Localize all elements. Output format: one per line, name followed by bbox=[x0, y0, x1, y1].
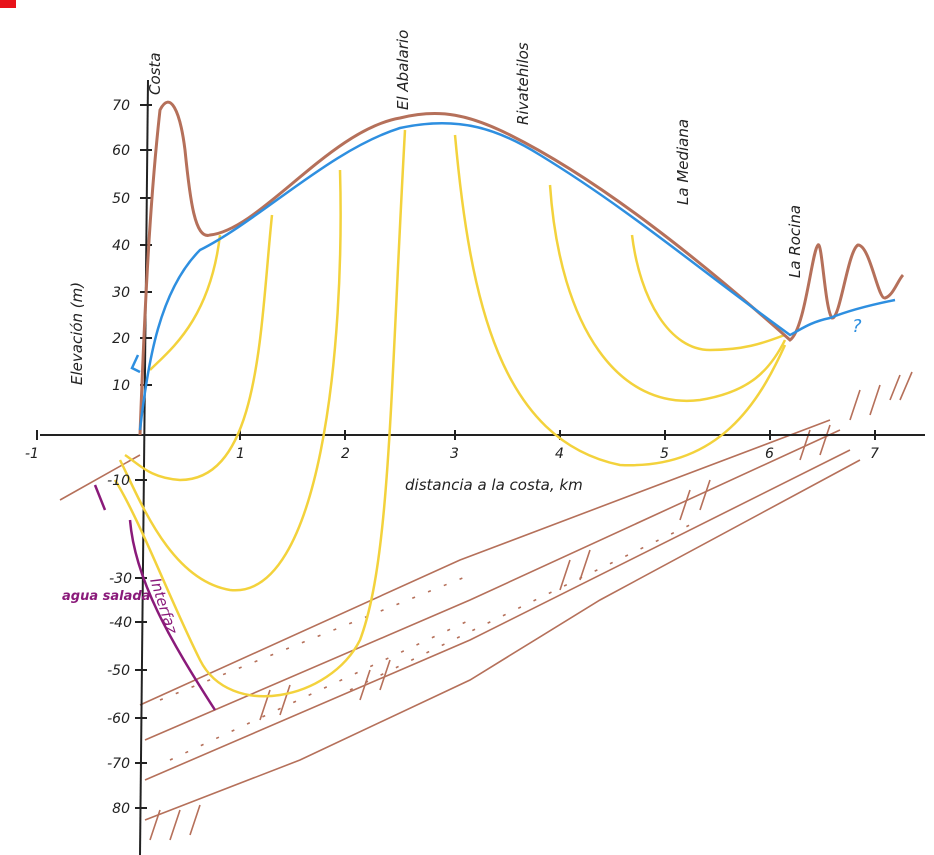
y-tick-label: -50 bbox=[107, 663, 130, 679]
page: {"axes": {"x_label": "distancia a la cos… bbox=[0, 0, 934, 855]
y-tick-label: -40 bbox=[109, 615, 132, 631]
annotation: ? bbox=[852, 316, 862, 337]
x-tick-label: 7 bbox=[870, 446, 879, 462]
diagram: Costa El Abalario Rivatehilos La Mediana… bbox=[0, 0, 934, 855]
x-tick-label: 4 bbox=[555, 446, 564, 462]
flow-lines bbox=[115, 130, 785, 696]
y-tick-label: 10 bbox=[112, 378, 130, 394]
red-mark bbox=[0, 0, 16, 8]
place-label: La Mediana bbox=[674, 119, 692, 205]
y-tick-label: -10 bbox=[107, 473, 130, 489]
y-tick-label: -70 bbox=[107, 756, 130, 772]
y-tick-label: 20 bbox=[112, 331, 130, 347]
place-label: Costa bbox=[146, 52, 164, 95]
y-tick-label: -30 bbox=[109, 571, 132, 587]
y-tick-label: 40 bbox=[112, 238, 130, 254]
y-axis-label: Elevación (m) bbox=[68, 282, 86, 385]
x-axis-label: distancia a la costa, km bbox=[405, 476, 583, 494]
y-tick-label: -60 bbox=[107, 711, 130, 727]
annotation: agua salada bbox=[62, 589, 150, 604]
spring-mark bbox=[132, 355, 140, 372]
place-label: Rivatehilos bbox=[514, 42, 532, 125]
x-tick-label: 6 bbox=[765, 446, 774, 462]
x-tick-label: 5 bbox=[660, 446, 669, 462]
strata bbox=[60, 372, 912, 840]
y-tick-label: 50 bbox=[112, 191, 130, 207]
y-tick-label: 60 bbox=[112, 143, 130, 159]
x-tick-label: 1 bbox=[236, 446, 245, 462]
y-tick-label: 80 bbox=[112, 801, 130, 817]
x-tick-label: -1 bbox=[25, 446, 39, 462]
x-ticks: -1 1 2 3 4 5 6 7 bbox=[25, 446, 879, 462]
x-tick-label: 2 bbox=[341, 446, 350, 462]
place-label: El Abalario bbox=[394, 30, 412, 110]
place-label: La Rocina bbox=[786, 205, 804, 278]
y-tick-label: 70 bbox=[112, 98, 130, 114]
x-tick-label: 3 bbox=[450, 446, 459, 462]
y-tick-label: 30 bbox=[112, 285, 130, 301]
